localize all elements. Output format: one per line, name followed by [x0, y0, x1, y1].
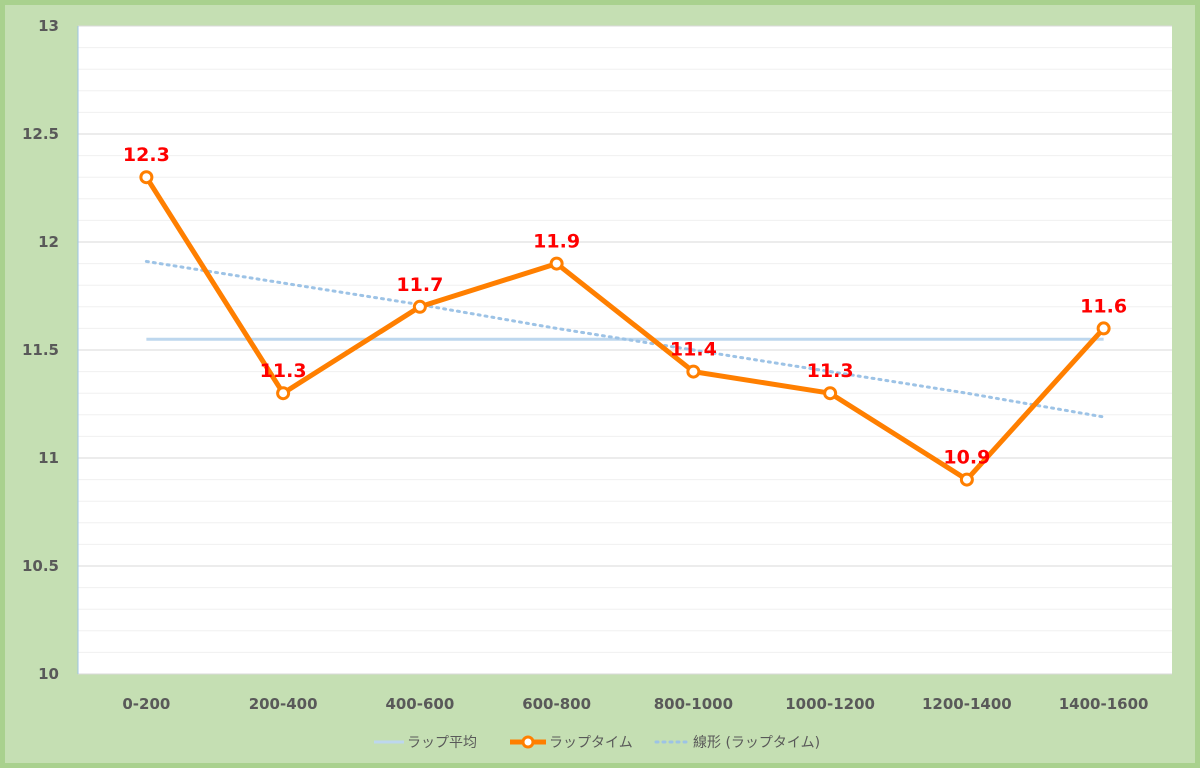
lap-time-point	[549, 256, 564, 271]
x-tick-label: 0-200	[122, 695, 170, 713]
y-tick-label: 11.5	[22, 341, 59, 359]
lap-time-point	[1096, 321, 1111, 336]
x-tick-label: 600-800	[522, 695, 591, 713]
x-tick-label: 1200-1400	[922, 695, 1012, 713]
lap-time-point	[959, 472, 974, 487]
lap-time-point	[686, 364, 701, 379]
y-tick-label: 11	[38, 449, 59, 467]
data-label: 11.3	[260, 360, 307, 382]
legend-marker-lap-time	[521, 735, 535, 749]
y-tick-label: 13	[38, 17, 59, 35]
lap-time-point	[276, 386, 291, 401]
legend-label-average: ラップ平均	[407, 735, 477, 751]
y-tick-label: 12.5	[22, 125, 59, 143]
data-label: 11.6	[1080, 295, 1127, 317]
lap-time-point	[139, 170, 154, 185]
legend-label-lap-time: ラップタイム	[549, 735, 633, 751]
lap-time-point	[412, 299, 427, 314]
lap-time-point	[823, 386, 838, 401]
x-tick-label: 400-600	[385, 695, 454, 713]
data-label: 11.9	[533, 231, 580, 253]
x-tick-label: 200-400	[249, 695, 318, 713]
y-tick-label: 10	[38, 665, 59, 683]
series-line-lap-time	[144, 175, 1106, 483]
data-label: 12.3	[123, 144, 170, 166]
data-label: 10.9	[943, 447, 990, 469]
data-label: 11.4	[670, 339, 717, 361]
y-tick-label: 10.5	[22, 557, 59, 575]
x-tick-label: 800-1000	[654, 695, 733, 713]
y-tick-label: 12	[38, 233, 59, 251]
legend-label-trend: 線形 (ラップタイム)	[693, 735, 820, 751]
data-label: 11.3	[807, 360, 854, 382]
series-line-trend	[144, 259, 1106, 419]
x-tick-label: 1000-1200	[785, 695, 875, 713]
data-label: 11.7	[396, 274, 443, 296]
x-tick-label: 1400-1600	[1059, 695, 1149, 713]
